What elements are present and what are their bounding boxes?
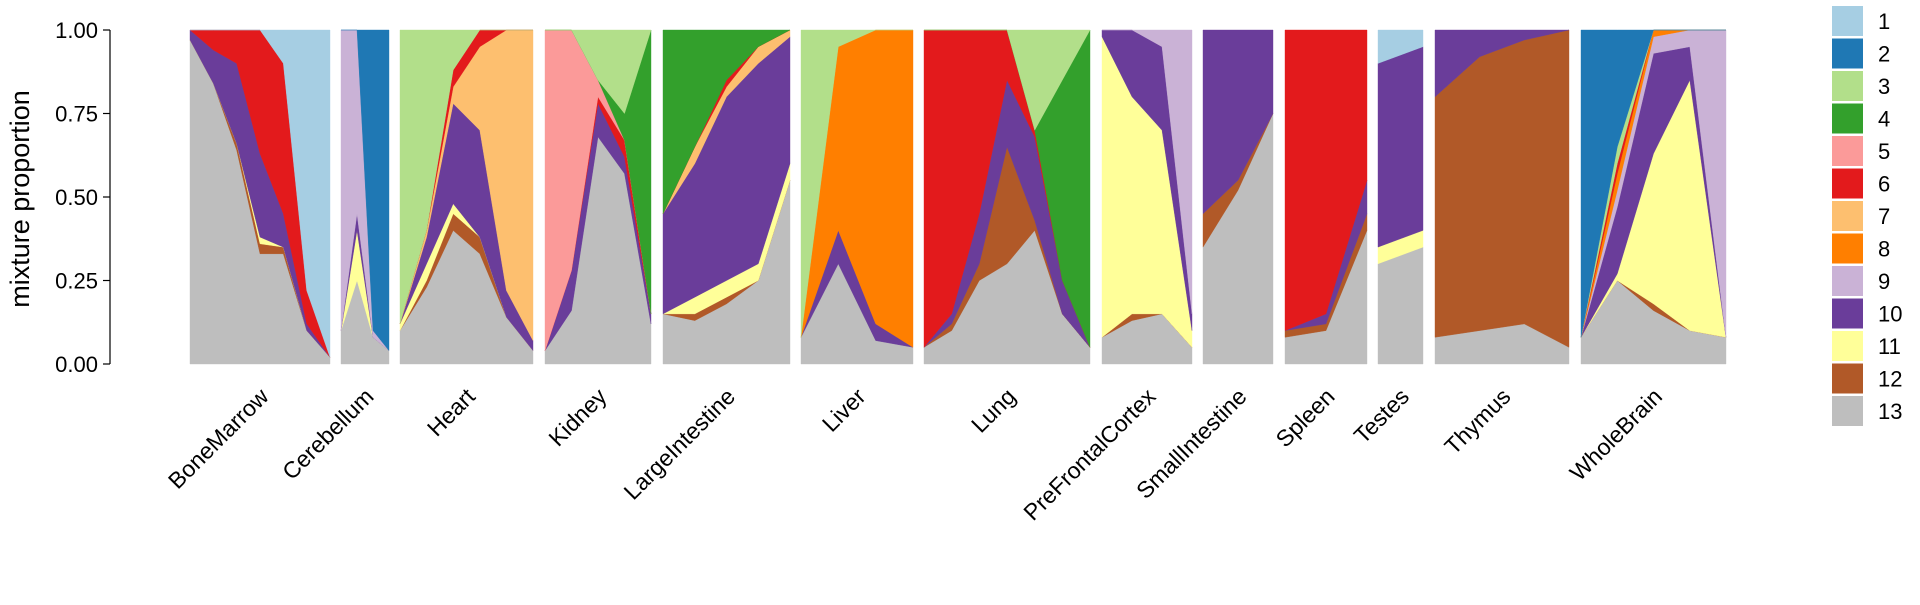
legend-swatch <box>1832 71 1863 101</box>
component-2-area <box>1580 29 1726 338</box>
component-10-area <box>1202 29 1274 215</box>
y-tick-label: 0.50 <box>55 185 98 210</box>
legend-label: 9 <box>1878 269 1890 294</box>
legend-swatch <box>1832 6 1863 36</box>
legend-label: 8 <box>1878 237 1890 262</box>
group-label: PreFrontalCortex <box>1018 383 1161 526</box>
component-1-area <box>190 29 331 358</box>
legend-swatch <box>1832 38 1863 69</box>
legend-item-3: 3 <box>1832 71 1890 101</box>
legend-swatch <box>1832 233 1863 264</box>
legend-label: 12 <box>1878 367 1902 392</box>
y-tick-label: 1.00 <box>55 18 98 43</box>
group-label: BoneMarrow <box>163 383 274 494</box>
group-label: WholeBrain <box>1565 383 1667 485</box>
y-axis: 0.00 0.25 0.50 0.75 1.00 <box>55 18 111 377</box>
legend-item-2: 2 <box>1832 38 1890 69</box>
legend-label: 2 <box>1878 42 1890 67</box>
component-1-area <box>1377 29 1424 64</box>
legend-swatch <box>1832 331 1863 361</box>
legend-item-5: 5 <box>1832 136 1890 166</box>
group-lung: Lung <box>923 29 1091 438</box>
legend-label: 1 <box>1878 9 1890 34</box>
group-heart: Heart <box>399 29 534 442</box>
legend-label: 13 <box>1878 399 1902 424</box>
legend-swatch <box>1832 396 1863 426</box>
group-spleen: Spleen <box>1271 29 1368 452</box>
legend-swatch <box>1832 201 1863 231</box>
component-3-area <box>924 29 1091 131</box>
y-tick-label: 0.00 <box>55 352 98 377</box>
legend-item-9: 9 <box>1832 266 1890 296</box>
y-tick-label: 0.75 <box>55 102 98 127</box>
group-label: Cerebellum <box>277 383 379 485</box>
legend-item-10: 10 <box>1832 298 1902 329</box>
legend-item-12: 12 <box>1832 363 1902 394</box>
group-wholebrain: WholeBrain <box>1565 29 1727 486</box>
legend-label: 10 <box>1878 302 1902 327</box>
group-label: Lung <box>966 383 1021 438</box>
group-kidney: Kidney <box>543 29 652 451</box>
legend-swatch <box>1832 363 1863 394</box>
legend-item-8: 8 <box>1832 233 1890 264</box>
legend-swatch <box>1832 103 1863 134</box>
legend-item-7: 7 <box>1832 201 1890 231</box>
component-10-area <box>1434 29 1570 98</box>
legend-label: 5 <box>1878 139 1890 164</box>
group-label: Spleen <box>1271 383 1340 452</box>
group-label: Thymus <box>1439 383 1515 459</box>
component-3-area <box>545 29 652 114</box>
legend-swatch <box>1832 136 1863 166</box>
component-10-area <box>1377 46 1424 248</box>
group-label: Testes <box>1349 383 1414 448</box>
legend-label: 7 <box>1878 204 1890 229</box>
group-label: Heart <box>422 383 481 442</box>
component-3-area <box>399 29 533 324</box>
legend-swatch <box>1832 168 1863 199</box>
legend-label: 3 <box>1878 74 1890 99</box>
legend-item-4: 4 <box>1832 103 1890 134</box>
group-liver: Liver <box>800 29 914 437</box>
component-9-area <box>1102 29 1193 314</box>
sample-groups: BoneMarrow Cerebellum Heart Kidney LargeInte… <box>163 29 1727 526</box>
component-6-area <box>1284 29 1368 331</box>
group-label: LargeIntestine <box>619 383 740 504</box>
y-axis-label: mixture proportion <box>5 90 35 308</box>
component-2-area <box>341 29 390 352</box>
group-largeintestine: LargeIntestine <box>619 29 791 505</box>
group-bonemarrow: BoneMarrow <box>163 29 331 494</box>
legend-item-1: 1 <box>1832 6 1890 36</box>
legend-item-11: 11 <box>1832 331 1901 361</box>
legend-label: 11 <box>1878 334 1901 359</box>
y-tick-label: 0.25 <box>55 269 98 294</box>
legend-label: 4 <box>1878 107 1890 132</box>
legend-item-13: 13 <box>1832 396 1902 426</box>
group-label: Kidney <box>543 383 611 451</box>
legend-label: 6 <box>1878 172 1890 197</box>
component-3-area <box>800 29 913 338</box>
group-thymus: Thymus <box>1434 29 1570 459</box>
legend-item-6: 6 <box>1832 168 1890 199</box>
component-13-area <box>1377 246 1424 365</box>
legend-swatch <box>1832 266 1863 296</box>
component-4-area <box>662 29 791 214</box>
group-label: Liver <box>817 383 871 437</box>
legend-swatch <box>1832 298 1863 329</box>
